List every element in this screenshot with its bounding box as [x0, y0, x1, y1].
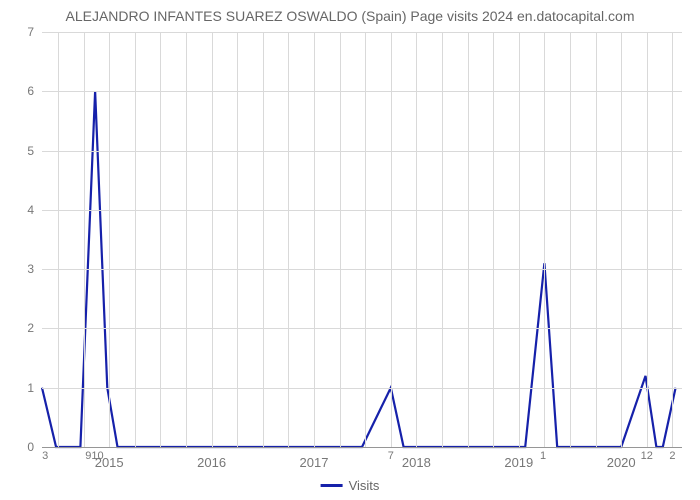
data-point-label: 2: [669, 447, 675, 462]
data-point-label: 12: [641, 447, 653, 462]
gridline-vertical-major: [212, 32, 213, 447]
gridline-vertical-minor: [493, 32, 494, 447]
gridline-vertical-minor: [365, 32, 366, 447]
y-tick-label: 4: [27, 203, 42, 217]
gridline-vertical-major: [416, 32, 417, 447]
gridline-vertical-minor: [596, 32, 597, 447]
gridline-vertical-minor: [391, 32, 392, 447]
y-tick-label: 2: [27, 321, 42, 335]
visits-line-series: [42, 32, 682, 447]
y-tick-label: 3: [27, 262, 42, 276]
data-point-label: 1: [540, 447, 546, 462]
plot-area: 0123456720152016201720182019202039107112…: [42, 32, 682, 447]
gridline-horizontal: [42, 91, 682, 92]
gridline-vertical-minor: [544, 32, 545, 447]
data-point-label: 3: [42, 447, 48, 462]
gridline-vertical-minor: [58, 32, 59, 447]
y-tick-label: 5: [27, 144, 42, 158]
gridline-vertical-minor: [570, 32, 571, 447]
x-tick-label: 2017: [300, 447, 329, 470]
x-tick-label: 2019: [504, 447, 533, 470]
gridline-vertical-minor: [647, 32, 648, 447]
gridline-vertical-minor: [160, 32, 161, 447]
gridline-vertical-major: [314, 32, 315, 447]
x-tick-label: 2016: [197, 447, 226, 470]
legend-swatch: [321, 484, 343, 487]
gridline-horizontal: [42, 32, 682, 33]
gridline-vertical-minor: [468, 32, 469, 447]
legend-label: Visits: [349, 478, 380, 493]
gridline-vertical-minor: [237, 32, 238, 447]
x-axis-baseline: [42, 447, 682, 448]
gridline-vertical-minor: [135, 32, 136, 447]
data-point-label: 7: [388, 447, 394, 462]
y-tick-label: 0: [27, 440, 42, 454]
gridline-horizontal: [42, 210, 682, 211]
x-tick-label: 2018: [402, 447, 431, 470]
gridline-horizontal: [42, 328, 682, 329]
gridline-vertical-minor: [340, 32, 341, 447]
gridline-vertical-minor: [442, 32, 443, 447]
y-tick-label: 7: [27, 25, 42, 39]
gridline-horizontal: [42, 388, 682, 389]
data-point-label: 910: [85, 447, 103, 462]
gridline-vertical-minor: [288, 32, 289, 447]
gridline-vertical-minor: [672, 32, 673, 447]
chart-title: ALEJANDRO INFANTES SUAREZ OSWALDO (Spain…: [0, 8, 700, 24]
x-tick-label: 2020: [607, 447, 636, 470]
y-tick-label: 6: [27, 84, 42, 98]
gridline-vertical-major: [519, 32, 520, 447]
gridline-vertical-major: [109, 32, 110, 447]
gridline-vertical-minor: [263, 32, 264, 447]
gridline-horizontal: [42, 151, 682, 152]
gridline-vertical-major: [621, 32, 622, 447]
gridline-horizontal: [42, 269, 682, 270]
gridline-vertical-minor: [186, 32, 187, 447]
legend: Visits: [321, 478, 380, 493]
gridline-vertical-minor: [84, 32, 85, 447]
y-tick-label: 1: [27, 381, 42, 395]
